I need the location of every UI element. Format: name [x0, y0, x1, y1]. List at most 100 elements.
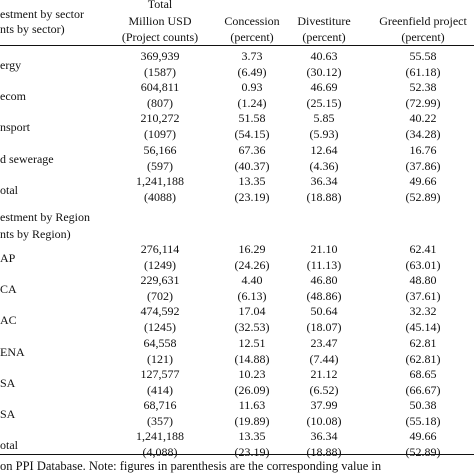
row-label: d sewerage [0, 151, 54, 166]
row-label: nsport [0, 120, 30, 135]
cell-value-gre: 49.66 [409, 429, 437, 444]
cell-value-total: 210,272 [140, 111, 180, 126]
row-label: otal [0, 182, 18, 197]
region-header-label: estment by Region [0, 210, 90, 224]
cell-paren-total: (4,088) [142, 445, 178, 460]
cell-paren-div: (6.52) [309, 382, 339, 397]
cell-value-total: 68,716 [143, 398, 177, 412]
cell-value-con: 67.36 [238, 142, 266, 157]
row-label: SA [0, 407, 16, 421]
cell-paren-con: (6.49) [237, 65, 267, 79]
cell-paren-div: (25.15) [306, 96, 342, 111]
cell-paren-div: (7.44) [309, 351, 339, 366]
cell-paren-total: (597) [147, 158, 173, 173]
cell-paren-gre: (37.86) [405, 158, 441, 173]
cell-paren-total: (1249) [144, 258, 176, 272]
cell-paren-con: (1.24) [237, 96, 267, 111]
cell-value-con: 13.35 [238, 173, 266, 188]
cell-paren-div: (30.12) [306, 65, 342, 79]
cell-value-con: 3.73 [241, 49, 263, 63]
cell-value-total: 276,114 [140, 242, 180, 256]
bottom-rule [0, 454, 474, 455]
cell-paren-gre: (62.81) [405, 351, 441, 366]
cell-value-div: 40.63 [310, 49, 338, 63]
cell-paren-gre: (61.18) [405, 65, 441, 79]
cell-paren-gre: (34.28) [405, 127, 441, 142]
cell-value-con: 11.63 [238, 398, 266, 412]
cell-value-gre: 62.81 [409, 335, 437, 350]
row-label: ecom [0, 89, 26, 104]
cell-value-total: 604,811 [140, 80, 180, 95]
cell-value-gre: 32.32 [409, 304, 437, 319]
cell-paren-gre: (45.14) [405, 320, 441, 335]
cell-value-total: 229,631 [140, 273, 180, 288]
header-sector-label: estment by sector [0, 7, 84, 21]
cell-value-gre: 49.66 [409, 173, 437, 188]
cell-value-div: 21.12 [310, 366, 338, 381]
cell-value-con: 16.29 [238, 242, 266, 256]
cell-value-con: 10.23 [238, 366, 266, 381]
cell-paren-div: (11.13) [306, 258, 342, 272]
cell-paren-con: (26.09) [234, 382, 270, 397]
cell-value-total: 56,166 [143, 142, 177, 157]
cell-paren-total: (702) [147, 289, 173, 304]
cell-value-con: 12.51 [238, 335, 266, 350]
cell-value-div: 50.64 [310, 304, 338, 319]
cell-paren-total: (4088) [144, 189, 176, 204]
cell-paren-gre: (66.67) [405, 382, 441, 397]
header-greenfield-unit: (percent) [401, 30, 445, 44]
header-concession: Concession [224, 14, 280, 28]
cell-paren-total: (121) [147, 351, 173, 366]
cell-value-gre: 55.58 [409, 49, 437, 63]
cell-value-con: 0.93 [241, 80, 263, 95]
cell-paren-gre: (72.99) [405, 96, 441, 111]
cell-paren-div: (10.08) [306, 414, 342, 428]
cell-value-total: 127,577 [140, 366, 180, 381]
cell-value-gre: 68.65 [409, 366, 437, 381]
header-million-usd: Million USD [128, 14, 192, 28]
cell-paren-total: (1587) [144, 65, 176, 79]
header-divestiture-unit: (percent) [302, 30, 346, 44]
cell-paren-con: (32.53) [234, 320, 270, 335]
cell-value-gre: 48.80 [409, 273, 437, 288]
cell-paren-div: (18.07) [306, 320, 342, 335]
footnote: on PPI Database. Note: figures in parent… [0, 459, 382, 473]
cell-value-con: 13.35 [238, 429, 266, 444]
cell-paren-con: (19.89) [234, 414, 270, 428]
cell-value-total: 1,241,188 [136, 429, 184, 444]
cell-paren-div: (4.36) [309, 158, 339, 173]
cell-value-gre: 52.38 [409, 80, 437, 95]
cell-value-div: 36.34 [310, 173, 338, 188]
row-label: ENA [0, 344, 25, 359]
cell-paren-total: (1097) [144, 127, 176, 142]
cell-value-div: 23.47 [310, 335, 338, 350]
cell-paren-con: (6.13) [237, 289, 267, 304]
cell-paren-div: (5.93) [309, 127, 339, 142]
row-label: ergy [0, 58, 22, 72]
cell-paren-gre: (37.61) [405, 289, 441, 304]
cell-value-gre: 40.22 [409, 111, 437, 126]
cell-value-div: 37.99 [310, 398, 338, 412]
cell-value-total: 1,241,188 [136, 173, 184, 188]
cell-value-total: 369,939 [140, 49, 180, 63]
cell-value-gre: 50.38 [409, 398, 437, 412]
row-label: CA [0, 282, 17, 297]
header-concession-unit: (percent) [230, 30, 274, 44]
cell-value-div: 12.64 [310, 142, 338, 157]
cell-paren-con: (40.37) [234, 158, 270, 173]
cell-paren-con: (23.19) [234, 445, 270, 460]
cell-value-gre: 62.41 [409, 242, 437, 256]
row-label: AP [0, 251, 16, 265]
row-label: SA [0, 375, 16, 390]
cell-paren-total: (807) [147, 96, 173, 111]
header-rule [0, 45, 474, 46]
cell-paren-con: (23.19) [234, 189, 270, 204]
cell-value-div: 46.80 [310, 273, 338, 288]
cell-value-div: 5.85 [313, 111, 335, 126]
cell-paren-total: (414) [147, 382, 173, 397]
cell-paren-total: (357) [147, 414, 173, 428]
header-sector-sublabel: nts by sector) [0, 22, 65, 36]
cell-paren-con: (24.26) [234, 258, 270, 272]
cell-paren-div: (48.86) [306, 289, 342, 304]
